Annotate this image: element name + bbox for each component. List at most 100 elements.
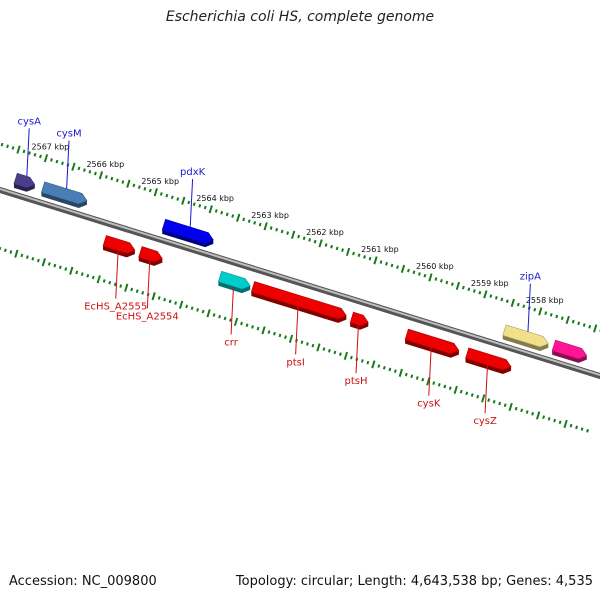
scale-tick — [229, 318, 232, 322]
scale-tick — [190, 306, 194, 311]
scale-tick — [343, 351, 349, 360]
scale-tick — [558, 420, 562, 425]
scale-tick — [126, 179, 131, 188]
scale-tick — [448, 386, 452, 391]
scale-tick — [121, 180, 125, 184]
scale-tick — [577, 321, 581, 326]
scale-tick — [141, 291, 145, 295]
scale-tick — [508, 402, 513, 412]
scale-tick — [198, 204, 202, 208]
gene-leader-line — [355, 325, 359, 374]
gene-label: zipA — [520, 272, 541, 283]
scale-tick — [443, 384, 447, 389]
gene-arrow-shadow — [103, 246, 135, 258]
scale-tick — [286, 231, 290, 235]
scale-tick — [531, 411, 535, 416]
scale-label: 2565 kbp — [141, 177, 179, 186]
scale-tick — [275, 227, 279, 232]
scale-tick — [360, 359, 364, 363]
scale-tick — [461, 285, 465, 290]
scale-tick — [393, 369, 397, 374]
scale-tick — [102, 279, 106, 283]
scale-tick — [0, 142, 4, 147]
scale-tick — [240, 321, 243, 326]
scale-tick — [159, 192, 163, 196]
scale-tick — [41, 258, 46, 267]
gene-label: ptsI — [286, 357, 304, 368]
scale-tick — [280, 229, 284, 234]
feature-track — [13, 172, 588, 374]
scale-tick — [3, 248, 7, 253]
scale-tick — [206, 309, 211, 318]
scale-tick — [459, 389, 463, 394]
scale-tick — [119, 284, 123, 288]
scale-tick — [278, 333, 282, 338]
gene-arrow-shadow — [552, 350, 587, 363]
scale-tick — [538, 307, 543, 316]
gene-leader-line — [527, 283, 531, 332]
scale-tick — [269, 226, 273, 230]
gene-arrow-shadow — [465, 358, 512, 374]
scale-tick — [174, 301, 178, 305]
scale-tick — [36, 258, 40, 263]
gene-leader-line — [484, 365, 488, 414]
scale-tick — [192, 202, 196, 206]
scale-tick — [91, 275, 95, 280]
scale-tick — [137, 185, 141, 189]
inner-tick-track — [0, 246, 589, 433]
scale-tick — [55, 159, 59, 164]
scale-tick — [20, 253, 24, 258]
gene-arrow-shadow — [218, 281, 251, 294]
scale-tick — [481, 394, 486, 403]
scale-tick — [25, 255, 29, 259]
scale-tick — [516, 302, 520, 307]
scale-tick — [261, 326, 266, 335]
scale-tick — [313, 239, 317, 244]
scale-tick — [549, 313, 553, 317]
scale-tick — [170, 195, 174, 200]
gene-arrow-cysZ — [465, 347, 512, 371]
scale-tick — [555, 314, 559, 319]
scale-tick — [143, 187, 147, 191]
scale-tick — [290, 230, 296, 239]
scale-tick — [345, 247, 351, 256]
scale-tick — [318, 239, 323, 248]
scale-tick — [363, 255, 366, 259]
scale-tick — [178, 300, 184, 309]
scale-tick — [130, 287, 134, 292]
gene-label: cysA — [17, 116, 41, 127]
scale-tick — [553, 418, 557, 423]
scale-tick — [284, 335, 287, 339]
scale-tick — [478, 290, 482, 295]
scale-tick — [181, 196, 186, 205]
scale-tick — [390, 263, 394, 268]
gene-arrow-shadow — [251, 291, 347, 323]
scale-tick — [520, 408, 524, 413]
scale-tick — [432, 381, 436, 385]
gene-leader-line — [230, 286, 234, 335]
scale-tick — [560, 316, 564, 321]
scale-label: 2559 kbp — [471, 279, 509, 288]
scale-tick — [470, 393, 474, 397]
gene-label: EcHS_A2555 — [84, 302, 147, 313]
scale-tick — [98, 171, 104, 180]
gene-leader-line — [146, 260, 151, 309]
scale-tick — [437, 382, 441, 387]
scale-labels: 2567 kbp 2566 kbp 2565 kbp 2564 kbp 2563 kbp… — [32, 143, 564, 305]
scale-tick — [93, 171, 97, 176]
gene-leader-line — [295, 306, 299, 355]
gene-arrow-crr — [217, 270, 251, 290]
scale-tick — [533, 307, 537, 312]
scale-tick — [400, 264, 406, 273]
scale-tick — [407, 268, 410, 273]
scale-tick — [267, 330, 271, 334]
scale-tick — [439, 278, 443, 283]
scale-tick — [242, 217, 246, 222]
gene-label: crr — [224, 337, 238, 348]
scale-tick — [14, 249, 19, 258]
scale-tick — [233, 317, 239, 326]
scale-tick — [357, 253, 361, 258]
scale-tick — [61, 161, 64, 166]
gene-arrow-ptsH — [349, 311, 369, 327]
scale-tick — [16, 145, 21, 154]
